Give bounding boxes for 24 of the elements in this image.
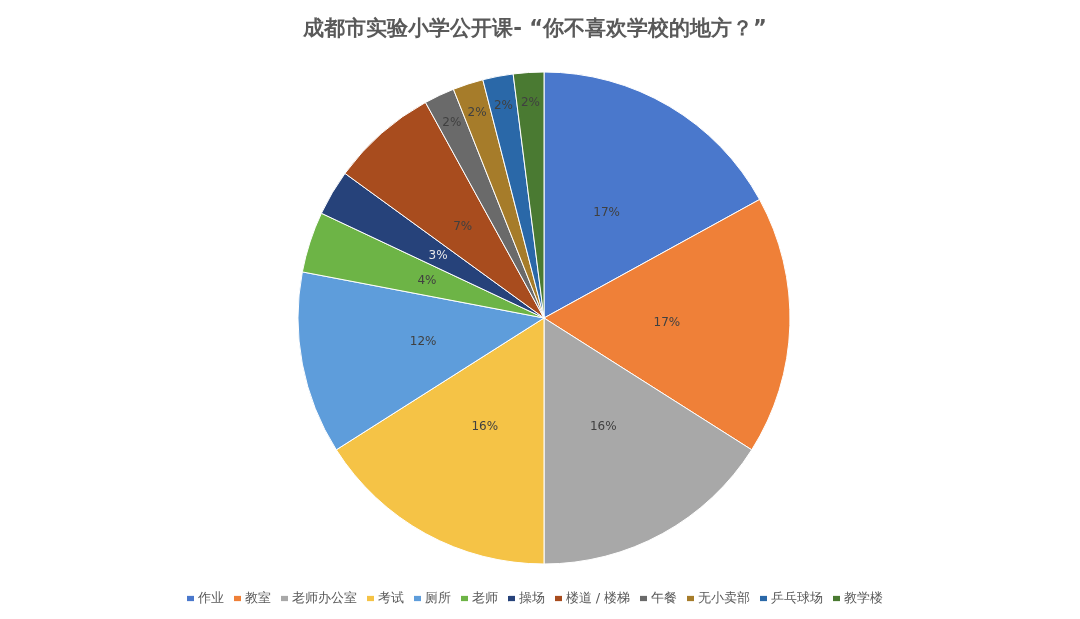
legend-label: 厕所 [424, 590, 451, 605]
legend-label: 乒乓球场 [771, 590, 824, 605]
data-label: 17% [593, 205, 620, 220]
data-label: 2% [493, 98, 513, 113]
legend-label: 考试 [377, 590, 404, 605]
data-label: 17% [653, 314, 681, 329]
data-label: 2% [467, 105, 487, 120]
legend-label: 操场 [518, 590, 545, 605]
data-label: 7% [453, 218, 473, 233]
data-label: 4% [417, 272, 437, 287]
data-label: 16% [589, 418, 617, 433]
legend-label: 无小卖部 [698, 590, 751, 605]
legend-label: 教室 [244, 590, 271, 605]
data-label: 16% [471, 418, 499, 433]
legend-label: 午餐 [651, 590, 678, 605]
legend-label: 老师办公室 [291, 590, 357, 605]
legend-label: 楼道 / 楼梯 [565, 590, 631, 605]
data-label: 12% [409, 334, 437, 349]
legend-label: 作业 [197, 590, 224, 605]
data-label: 3% [428, 248, 448, 263]
legend-label: 教学楼 [844, 590, 884, 605]
data-label: 2% [520, 94, 540, 109]
chart-title: 成都市实验小学公开课- “你不喜欢学校的地方？” [302, 15, 768, 42]
legend-label: 老师 [471, 590, 498, 605]
